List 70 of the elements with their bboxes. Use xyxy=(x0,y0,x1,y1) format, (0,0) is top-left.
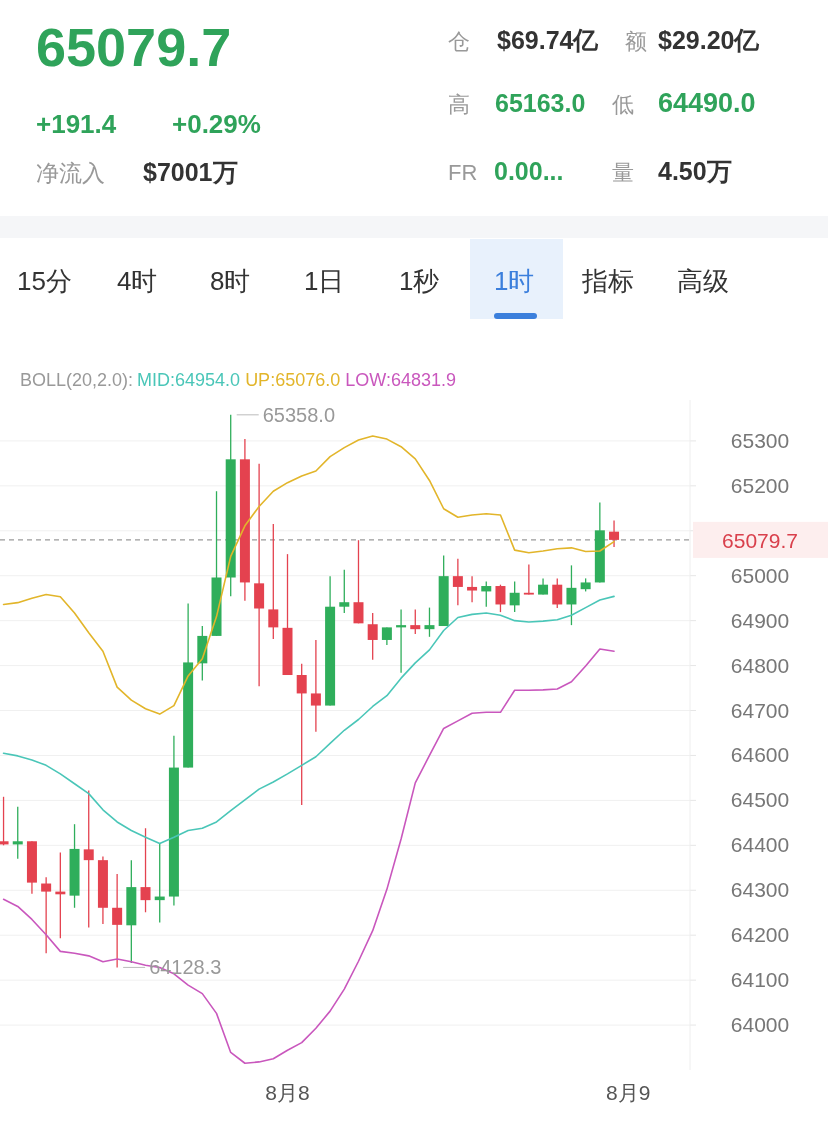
text: 64490.0 xyxy=(658,88,756,118)
text: 8时 xyxy=(210,266,251,296)
candlestick xyxy=(83,789,94,929)
y-tick-label: 64300 xyxy=(730,878,790,902)
y-tick-label: 64100 xyxy=(730,968,790,992)
text: $7001万 xyxy=(143,158,238,186)
text: 额 xyxy=(625,29,647,54)
candlestick xyxy=(12,806,23,860)
annotation: 64128.3 xyxy=(149,956,222,979)
text: 4.50万 xyxy=(658,157,732,185)
text: 高 xyxy=(448,92,470,117)
candlestick xyxy=(367,612,378,661)
y-tick-label: 65200 xyxy=(730,473,790,497)
text: 指标 xyxy=(581,266,634,296)
y-tick-label: 64700 xyxy=(730,698,790,722)
candlestick xyxy=(509,580,520,613)
ref-line-label: 65079.7 xyxy=(722,528,798,552)
candlestick xyxy=(424,606,435,638)
y-tick-label: 65000 xyxy=(730,563,790,587)
candlestick xyxy=(523,563,534,596)
text: +191.4 xyxy=(36,109,117,139)
x-tick-label: 8月8 xyxy=(265,1081,310,1104)
text: 15分 xyxy=(17,266,72,296)
annotation: 65358.0 xyxy=(262,403,336,426)
legend: BOLL(20,2.0): MID:64954.0 UP:65076.0 LOW:64831.9 xyxy=(20,370,456,390)
candlestick xyxy=(495,584,506,613)
text: 净流入 xyxy=(36,160,105,186)
text: $29.20亿 xyxy=(658,26,761,54)
candlestick xyxy=(566,564,577,626)
x-tick-label: 8月9 xyxy=(606,1081,651,1104)
text: 1日 xyxy=(304,266,345,296)
text: 65079.7 xyxy=(36,17,232,77)
text: 仓 xyxy=(448,29,470,54)
candlestick xyxy=(41,876,52,954)
candlestick xyxy=(396,608,407,674)
text: 0.00... xyxy=(494,157,564,185)
y-tick-label: 64800 xyxy=(730,653,790,677)
candlestick xyxy=(296,663,307,806)
candlestick xyxy=(609,519,620,548)
text: 1时 xyxy=(494,266,535,296)
y-tick-label: 64000 xyxy=(730,1013,790,1037)
text: FR xyxy=(448,160,478,185)
candlestick xyxy=(339,569,350,614)
line-series xyxy=(2,648,615,1065)
line-series xyxy=(2,595,615,845)
candlestick xyxy=(552,577,563,609)
y-tick-label: 64600 xyxy=(730,743,790,767)
candlestick xyxy=(0,796,9,846)
candlestick xyxy=(481,580,492,608)
y-tick-label: 64400 xyxy=(730,833,790,857)
candlestick xyxy=(467,575,478,603)
text: $69.74亿 xyxy=(497,26,600,54)
candlestick xyxy=(410,608,421,635)
y-tick-label: 64500 xyxy=(730,788,790,812)
candlestick xyxy=(353,539,364,624)
candlestick xyxy=(268,523,279,640)
candlestick xyxy=(310,639,321,733)
text: 低 xyxy=(612,92,634,117)
text: 65163.0 xyxy=(495,89,586,117)
y-tick-label: 64200 xyxy=(730,923,790,947)
text: 4时 xyxy=(117,266,158,296)
text: 量 xyxy=(612,160,634,185)
y-tick-label: 64900 xyxy=(730,608,790,632)
candlestick xyxy=(112,873,123,969)
text: 高级 xyxy=(677,266,729,296)
candlestick xyxy=(140,827,151,913)
candlestick xyxy=(452,557,463,607)
text: +0.29% xyxy=(172,109,261,139)
text: 1秒 xyxy=(399,266,440,296)
y-tick-label: 65300 xyxy=(730,428,790,452)
